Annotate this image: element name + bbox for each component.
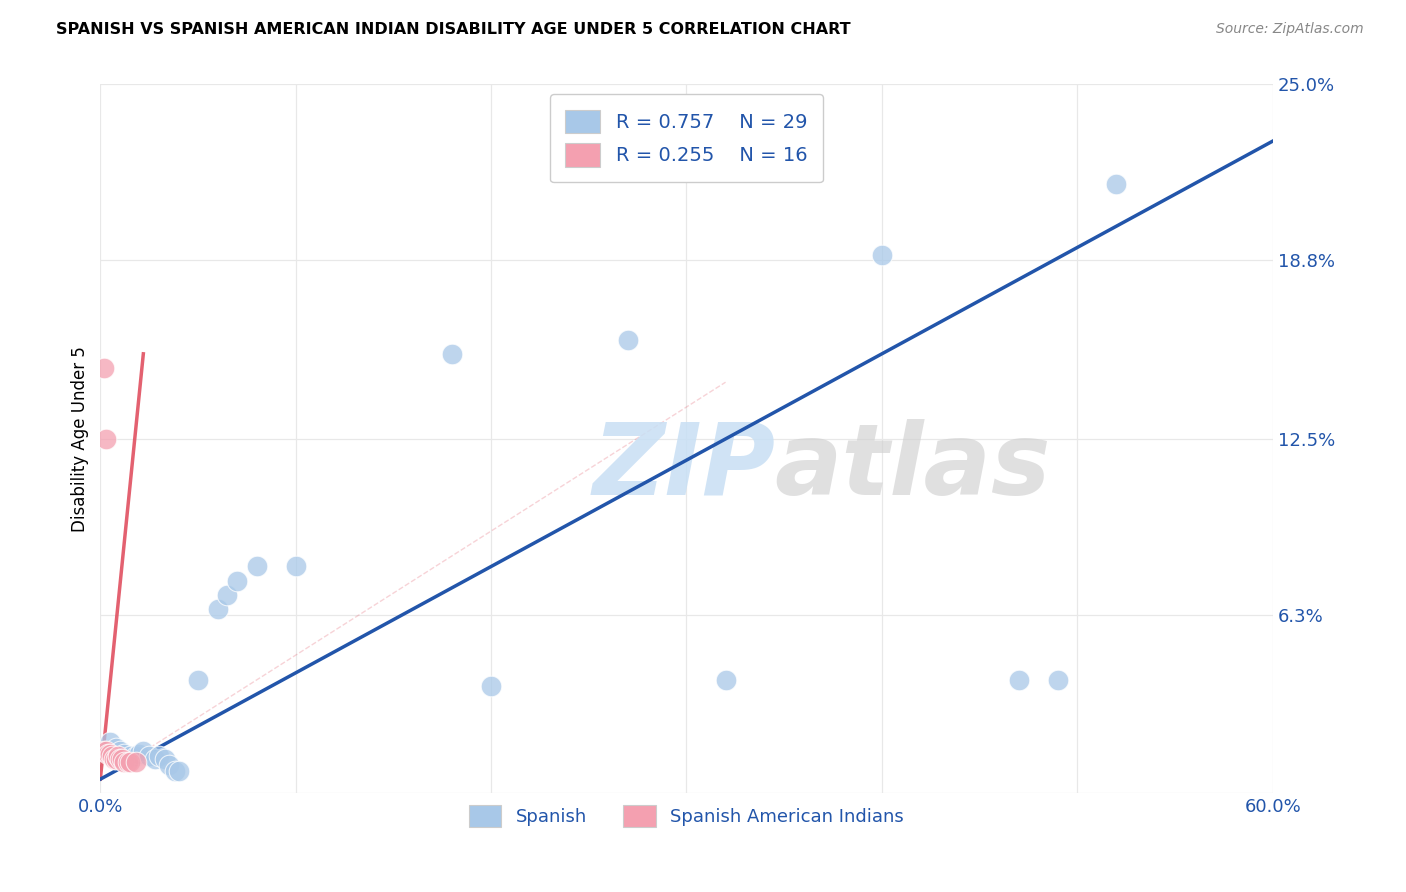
Text: ZIP: ZIP xyxy=(593,418,776,516)
Point xyxy=(143,752,166,766)
Point xyxy=(284,559,307,574)
Point xyxy=(207,602,229,616)
Point xyxy=(93,744,115,758)
Point xyxy=(148,749,170,764)
Point xyxy=(163,764,186,778)
Point xyxy=(103,752,125,766)
Point xyxy=(138,749,160,764)
Point xyxy=(93,361,115,376)
Point xyxy=(97,747,120,761)
Point xyxy=(226,574,249,588)
Point xyxy=(101,749,124,764)
Point xyxy=(128,747,150,761)
Point xyxy=(108,744,131,758)
Y-axis label: Disability Age Under 5: Disability Age Under 5 xyxy=(72,346,89,532)
Point xyxy=(217,588,239,602)
Point xyxy=(441,347,464,361)
Text: SPANISH VS SPANISH AMERICAN INDIAN DISABILITY AGE UNDER 5 CORRELATION CHART: SPANISH VS SPANISH AMERICAN INDIAN DISAB… xyxy=(56,22,851,37)
Point xyxy=(117,755,139,769)
Point xyxy=(714,673,737,687)
Point xyxy=(167,764,190,778)
Text: Source: ZipAtlas.com: Source: ZipAtlas.com xyxy=(1216,22,1364,37)
Point xyxy=(132,744,155,758)
Point xyxy=(157,758,180,772)
Point xyxy=(124,749,146,764)
Point xyxy=(617,333,640,347)
Point xyxy=(124,755,146,769)
Point xyxy=(1046,673,1069,687)
Point xyxy=(96,744,118,758)
Point xyxy=(1105,177,1128,191)
Point xyxy=(111,752,134,766)
Point xyxy=(118,755,141,769)
Point xyxy=(108,752,131,766)
Point xyxy=(1008,673,1031,687)
Point xyxy=(870,247,893,261)
Point xyxy=(118,749,141,764)
Point xyxy=(187,673,209,687)
Point xyxy=(98,747,121,761)
Point xyxy=(112,747,135,761)
Point xyxy=(96,432,118,446)
Point xyxy=(104,752,127,766)
Legend: Spanish, Spanish American Indians: Spanish, Spanish American Indians xyxy=(461,797,911,834)
Text: atlas: atlas xyxy=(775,418,1050,516)
Point xyxy=(98,735,121,749)
Point xyxy=(153,752,176,766)
Point xyxy=(246,559,269,574)
Point xyxy=(104,741,127,756)
Point xyxy=(479,679,502,693)
Point xyxy=(112,755,135,769)
Point xyxy=(107,749,129,764)
